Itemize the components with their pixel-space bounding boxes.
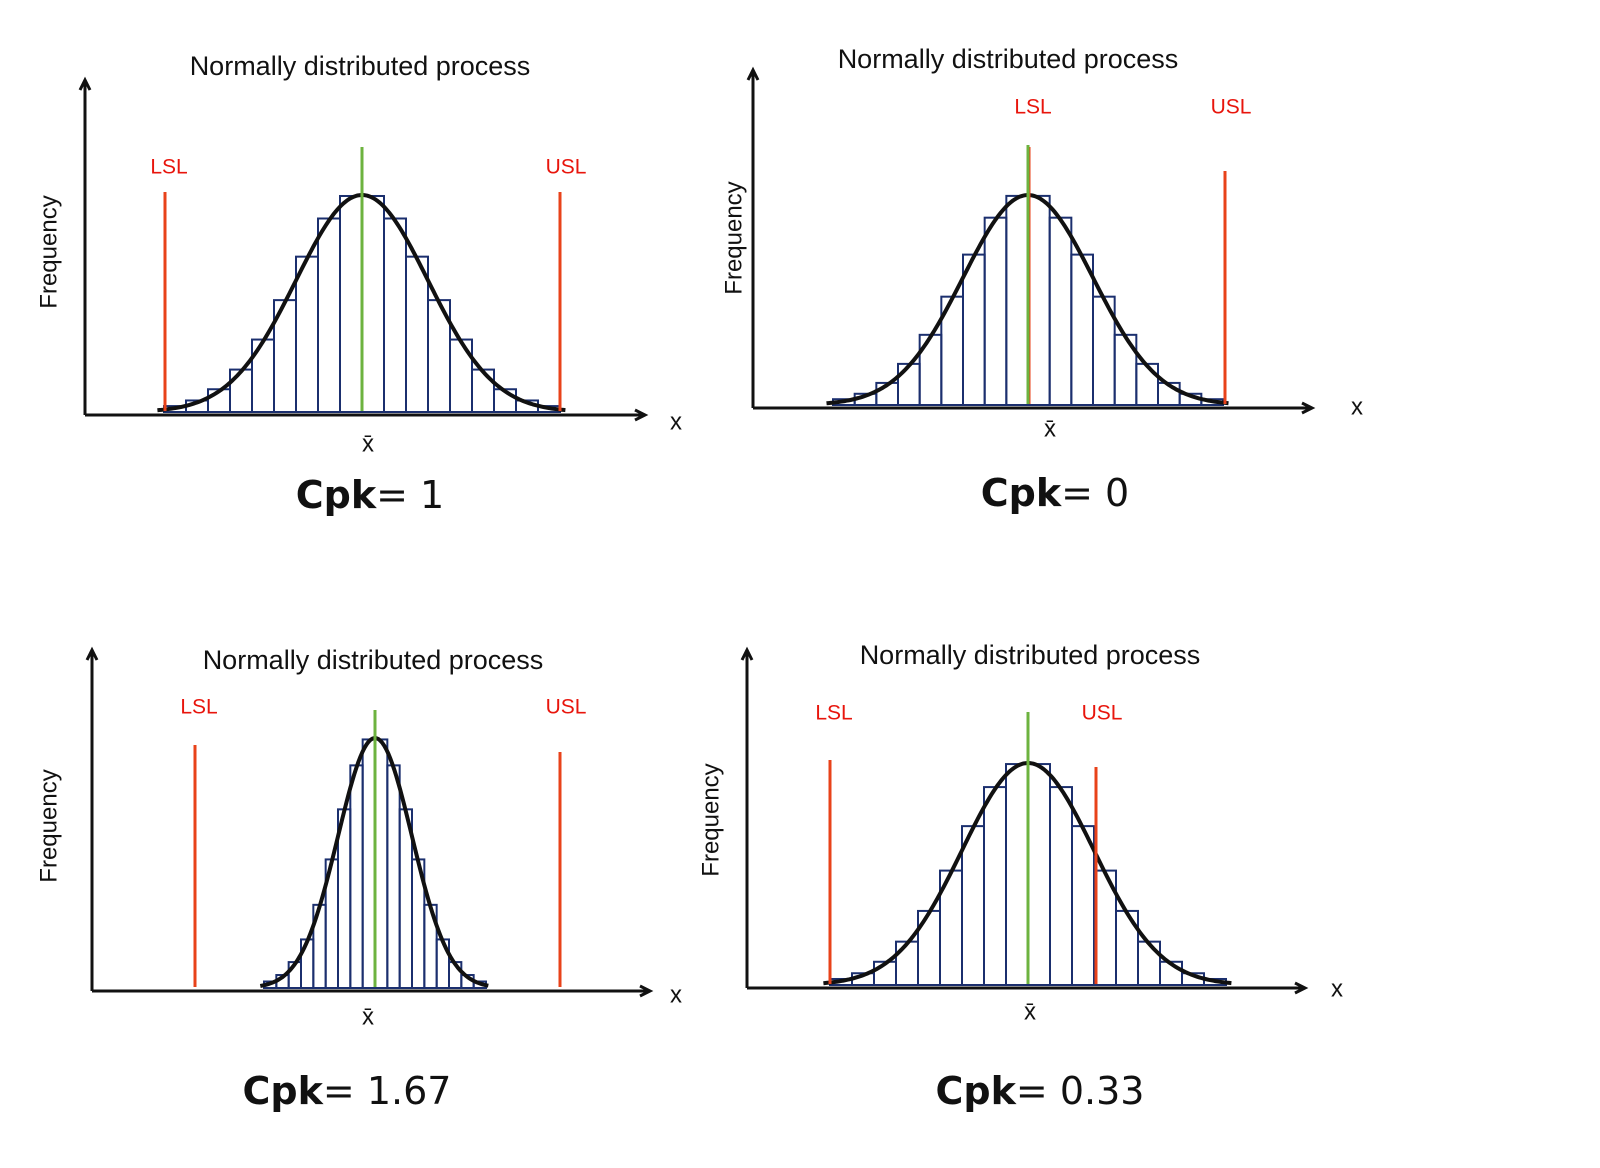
mean-label: x̄ bbox=[1044, 415, 1056, 442]
histogram-bar bbox=[1005, 763, 1029, 986]
x-axis bbox=[92, 984, 654, 998]
x-label: x bbox=[670, 408, 682, 435]
histogram-bar bbox=[895, 940, 919, 986]
histogram-bar bbox=[374, 738, 389, 990]
title: Normally distributed process bbox=[838, 44, 1179, 74]
histogram-bar bbox=[339, 194, 363, 413]
histogram-bar bbox=[897, 362, 921, 407]
histogram-bar bbox=[405, 255, 429, 413]
histogram-bar bbox=[1027, 763, 1051, 986]
histogram-bar bbox=[1005, 194, 1029, 406]
histogram-bar bbox=[983, 216, 1008, 406]
histogram-bar bbox=[361, 738, 376, 990]
panel: Normally distributed process LSL USL x x̄ Fre… bbox=[720, 44, 1363, 514]
panel: Normally distributed process LSL USL x x̄ Fre… bbox=[697, 640, 1343, 1112]
y-axis bbox=[85, 646, 99, 991]
histogram-bar bbox=[317, 217, 341, 413]
histogram-bar bbox=[1027, 194, 1051, 406]
title: Normally distributed process bbox=[203, 645, 544, 675]
mean-label: x̄ bbox=[1024, 998, 1036, 1025]
lsl-label: LSL bbox=[150, 156, 187, 179]
title: Normally distributed process bbox=[860, 640, 1201, 670]
lsl-label: LSL bbox=[815, 702, 852, 725]
panel: Normally distributed process LSL USL x x̄ Fre… bbox=[35, 645, 682, 1112]
y-label: Frequency bbox=[35, 195, 62, 308]
x-label: x bbox=[1331, 975, 1343, 1002]
x-label: x bbox=[670, 981, 682, 1008]
usl-label: USL bbox=[546, 696, 587, 719]
mean-label: x̄ bbox=[362, 430, 374, 457]
y-label: Frequency bbox=[697, 763, 724, 876]
y-axis bbox=[78, 76, 92, 415]
panel: Normally distributed process LSL USL x x̄ Fre… bbox=[35, 51, 682, 516]
histogram-bar bbox=[1071, 825, 1095, 986]
histogram-bar bbox=[1137, 940, 1161, 986]
cpk-text: Cpk= 0.33 bbox=[936, 1069, 1145, 1113]
histogram-bar bbox=[386, 764, 401, 990]
y-label: Frequency bbox=[35, 769, 62, 882]
histogram-bar bbox=[295, 255, 319, 413]
histogram-bar bbox=[471, 368, 495, 414]
lsl-label: LSL bbox=[180, 696, 217, 719]
x-axis bbox=[85, 408, 649, 422]
cpk-label: Cpk bbox=[981, 471, 1062, 515]
x-axis bbox=[747, 981, 1309, 995]
usl-label: USL bbox=[1211, 96, 1252, 119]
title: Normally distributed process bbox=[190, 51, 531, 81]
y-label: Frequency bbox=[720, 181, 747, 294]
histogram-bar bbox=[961, 825, 985, 986]
cpk-value: = 0.33 bbox=[1016, 1069, 1145, 1113]
cpk-value: = 0 bbox=[1061, 471, 1129, 515]
histogram-bar bbox=[361, 194, 385, 413]
mean-label: x̄ bbox=[362, 1003, 374, 1030]
cpk-label: Cpk bbox=[243, 1069, 324, 1113]
histogram-bar bbox=[1048, 216, 1073, 406]
histogram-bar bbox=[1070, 253, 1095, 406]
cpk-label: Cpk bbox=[936, 1069, 1017, 1113]
histogram-bar bbox=[962, 253, 986, 406]
histogram-bar bbox=[1049, 786, 1073, 986]
usl-label: USL bbox=[1082, 702, 1123, 725]
histogram-bar bbox=[349, 764, 364, 990]
histogram-bar bbox=[1135, 362, 1160, 407]
cpk-value: = 1.67 bbox=[323, 1069, 452, 1113]
y-axis bbox=[746, 66, 760, 408]
x-axis bbox=[753, 401, 1316, 415]
histogram-bar bbox=[983, 786, 1007, 986]
x-label: x bbox=[1351, 393, 1363, 420]
lsl-label: LSL bbox=[1014, 96, 1051, 119]
y-axis bbox=[740, 646, 754, 988]
cpk-text: Cpk= 0 bbox=[981, 471, 1129, 515]
histogram-bar bbox=[383, 217, 407, 413]
cpk-label: Cpk bbox=[296, 473, 377, 517]
cpk-text: Cpk= 1.67 bbox=[243, 1069, 452, 1113]
cpk-text: Cpk= 1 bbox=[296, 473, 444, 517]
histogram-bar bbox=[229, 368, 253, 414]
usl-label: USL bbox=[546, 156, 587, 179]
cpk-value: = 1 bbox=[376, 473, 444, 517]
